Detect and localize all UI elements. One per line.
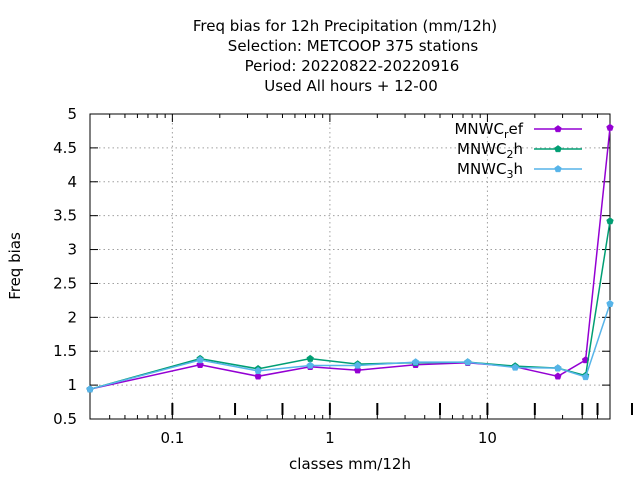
x-tick-label: 10 [478, 429, 497, 447]
legend-label-subscript: 3 [506, 168, 513, 181]
y-tick-label: 1 [67, 376, 77, 394]
x-tick-label: 0.1 [160, 429, 184, 447]
y-ticks: 0.5 1 1.5 2 2.5 3 3.5 4 4.5 5 [53, 105, 610, 428]
series-line [89, 127, 611, 390]
x-tick-label: 1 [325, 429, 335, 447]
data-point [254, 372, 262, 380]
data-point [196, 356, 204, 364]
data-point [306, 354, 314, 362]
legend-label-main: MNWC [457, 140, 506, 158]
series-line [89, 303, 611, 390]
data-point [86, 385, 94, 393]
legend-label-subscript: 2 [506, 148, 513, 161]
legend-label-tail: h [513, 140, 523, 158]
data-point [581, 373, 590, 381]
y-tick-label: 5 [67, 105, 77, 123]
legend-label-main: MNWC [457, 160, 506, 178]
data-point [511, 363, 519, 371]
legend-label: MNWC2h [457, 140, 523, 161]
y-tick-label: 4 [67, 173, 77, 191]
y-tick-label: 2 [67, 308, 77, 326]
data-point [554, 372, 562, 380]
x-axis-label: classes mm/12h [289, 455, 411, 473]
grid-lines [90, 114, 610, 419]
y-tick-label: 1.5 [53, 342, 77, 360]
series-MNWC_ref [86, 123, 614, 393]
y-tick-label: 3 [67, 241, 77, 259]
legend-label-tail: ef [508, 120, 523, 138]
legend-entry: MNWCref [454, 120, 582, 141]
title-line-1: Freq bias for 12h Precipitation (mm/12h) [193, 17, 497, 35]
data-point [606, 299, 614, 307]
y-tick-label: 3.5 [53, 207, 77, 225]
series-MNWC_3h [86, 299, 614, 393]
data-point [254, 366, 262, 375]
title-line-2: Selection: METCOOP 375 stations [228, 37, 479, 55]
legend-marker [554, 165, 562, 173]
legend-entry: MNWC3h [457, 160, 582, 181]
data-point [353, 361, 362, 369]
legend-label-main: MNWC [454, 120, 503, 138]
class-markers [171, 403, 633, 415]
y-axis-label: Freq bias [6, 232, 24, 300]
legend-label: MNWC3h [457, 160, 523, 181]
y-tick-label: 0.5 [53, 410, 77, 428]
series-line [89, 220, 611, 390]
data-point [411, 358, 420, 366]
plot-frame [89, 113, 611, 420]
chart-title: Freq bias for 12h Precipitation (mm/12h)… [193, 17, 497, 95]
data-point [606, 217, 614, 225]
legend-label: MNWCref [454, 120, 523, 141]
y-tick-label: 2.5 [53, 274, 77, 292]
data-point [606, 123, 614, 131]
title-line-3: Period: 20220822-20220916 [245, 57, 460, 75]
series-lines [86, 123, 614, 393]
x-ticks: 0.1 1 10 [89, 114, 611, 447]
legend-label-subscript: r [504, 128, 509, 141]
data-point [554, 364, 562, 372]
data-point [306, 361, 314, 369]
legend-entry: MNWC2h [457, 140, 582, 161]
y-tick-label: 4.5 [53, 139, 77, 157]
legend-label-tail: h [513, 160, 523, 178]
legend-marker [554, 125, 562, 133]
title-line-4: Used All hours + 12-00 [264, 77, 438, 95]
data-point [464, 358, 472, 366]
legend-marker [554, 145, 562, 153]
